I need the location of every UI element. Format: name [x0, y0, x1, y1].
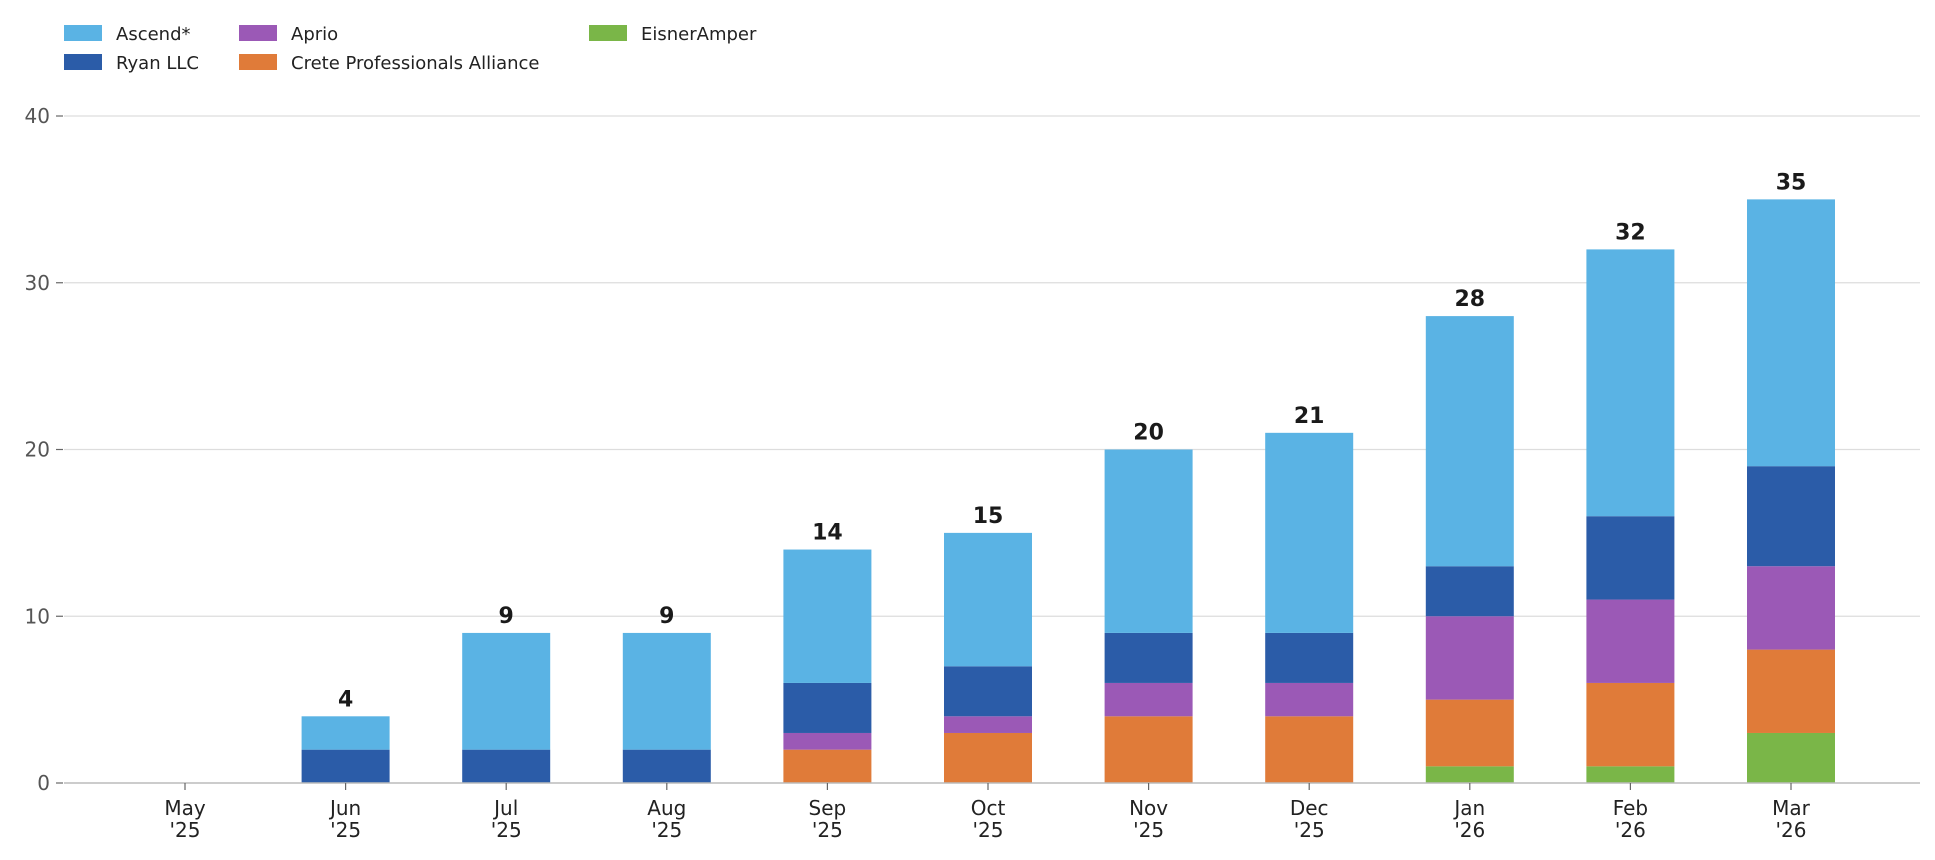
bar-segment	[1586, 249, 1675, 517]
total-label: 28	[1454, 287, 1485, 312]
bar-segment	[783, 732, 872, 750]
bar-segment	[1747, 566, 1835, 650]
bar-segment	[944, 716, 1032, 733]
total-label: 9	[659, 604, 674, 629]
bar-segment	[1747, 199, 1835, 467]
total-label: 20	[1133, 421, 1164, 446]
bar-segment	[1586, 682, 1675, 767]
legend-label: Ryan LLC	[116, 53, 199, 74]
bar-segment	[1265, 432, 1354, 633]
bar-segment	[1104, 449, 1193, 633]
legend-swatch	[589, 25, 627, 41]
bar-segment	[1104, 716, 1193, 783]
x-tick-label: Oct '25	[971, 796, 1006, 842]
bar-segment	[1265, 716, 1354, 783]
bar-segment	[1104, 682, 1193, 717]
bar-segment	[462, 749, 551, 783]
x-tick-label: Jul '25	[491, 796, 522, 842]
bar-segment	[1747, 466, 1835, 567]
bar-segment	[1586, 516, 1675, 600]
total-label: 21	[1294, 404, 1325, 429]
x-tick-label: Aug '25	[647, 796, 686, 842]
bar-segment	[1265, 682, 1354, 717]
bar-segment	[462, 632, 551, 750]
legend-label: Ascend*	[116, 24, 191, 45]
x-tick-label: Sep '25	[809, 796, 847, 842]
bar-segment	[622, 632, 711, 750]
total-label: 32	[1615, 220, 1646, 245]
bar-segment	[1425, 316, 1514, 567]
bar-segment	[301, 749, 390, 783]
legend-swatch	[64, 54, 102, 70]
y-tick-label: 0	[37, 771, 50, 795]
legend-label: Crete Professionals Alliance	[291, 53, 540, 74]
bar-segment	[301, 716, 390, 750]
legend-label: EisnerAmper	[641, 24, 757, 45]
y-tick-label: 40	[25, 104, 50, 128]
bar-segment	[1425, 616, 1514, 700]
legend-label: Aprio	[291, 24, 338, 45]
legend-swatch	[239, 25, 277, 41]
x-tick-label: Jun '25	[328, 796, 361, 842]
total-label: 4	[338, 687, 353, 712]
x-tick-label: Mar '26	[1772, 796, 1811, 842]
bar-segment	[944, 666, 1032, 717]
bar-segment	[622, 749, 711, 783]
y-tick-label: 30	[25, 271, 50, 295]
bar-segment	[1425, 766, 1514, 783]
total-labels: 4 9 9 14 15 20 21 28 32 35	[338, 170, 1806, 712]
x-tick-label: Nov '25	[1129, 796, 1168, 842]
bar-segment	[783, 682, 872, 733]
bar-segment	[1425, 699, 1514, 767]
bar-segment	[783, 549, 872, 683]
bars	[301, 199, 1835, 783]
legend: Ascend* Ryan LLC Aprio Crete Professionals …	[64, 24, 757, 74]
bar-segment	[1747, 732, 1835, 783]
bar-segment	[1265, 632, 1354, 683]
y-axis: 0 10 20 30 40	[25, 104, 63, 795]
x-axis: May '25 Jun '25 Jul '25 Aug '25 Sep '25 Oct '25 Nov '…	[64, 782, 1920, 842]
bar-segment	[1586, 766, 1675, 783]
bar-segment	[1425, 566, 1514, 617]
bar-segment	[944, 732, 1032, 783]
bar-segment	[944, 532, 1032, 667]
total-label: 14	[812, 521, 843, 546]
bar-segment	[1747, 649, 1835, 733]
x-tick-label: Feb '26	[1613, 796, 1648, 842]
total-label: 35	[1776, 170, 1807, 195]
bar-segment	[1104, 632, 1193, 683]
total-label: 9	[499, 604, 514, 629]
y-tick-label: 10	[25, 604, 50, 628]
bar-segment	[783, 749, 872, 783]
x-tick-label: Jan '26	[1452, 796, 1485, 842]
x-tick-label: May '25	[164, 796, 206, 842]
total-label: 15	[973, 504, 1004, 529]
bar-segment	[1586, 599, 1675, 683]
x-tick-label: Dec '25	[1290, 796, 1329, 842]
y-tick-label: 20	[25, 438, 50, 462]
legend-swatch	[64, 25, 102, 41]
legend-swatch	[239, 54, 277, 70]
